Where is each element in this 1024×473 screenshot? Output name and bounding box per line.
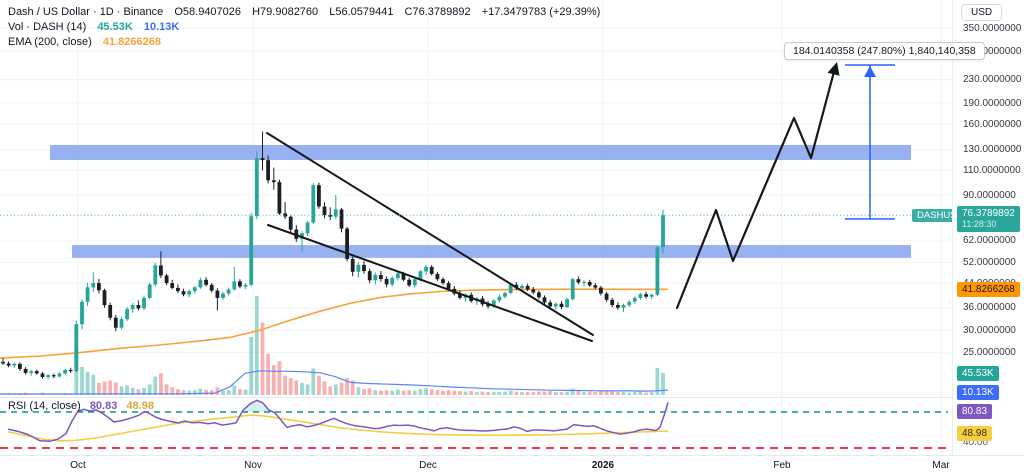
rsi-indicator-label: RSI (14, close) — [8, 400, 81, 412]
measurement-label[interactable]: 184.0140358 (247.80%) 1,840,140,358 — [784, 42, 985, 60]
ema-indicator-row[interactable]: EMA (200, close) 41.8266268 — [8, 35, 600, 49]
last-price-badge: 76.3789892 11:28:30 — [957, 206, 1020, 232]
price-tick: 90.0000000 — [963, 189, 1016, 201]
volume-ma-value: 10.13K — [143, 21, 180, 33]
price-tick: 110.0000000 — [963, 164, 1021, 176]
ema-indicator-label: EMA (200, close) — [8, 36, 92, 48]
time-tick: Oct — [70, 460, 86, 471]
rsi-ma-value: 48.98 — [126, 400, 154, 412]
ohlc-low-value: 56.0579441 — [335, 6, 394, 18]
ohlc-high-value: 79.9082760 — [260, 6, 319, 18]
price-tick: 130.0000000 — [963, 144, 1022, 156]
price-tick: 30.0000000 — [963, 324, 1016, 336]
ohlc-open-label: O — [174, 6, 183, 18]
time-tick: Feb — [773, 460, 791, 471]
rsi-axis-badge: 80.83 — [957, 404, 993, 419]
price-tick: 350.0000000 — [963, 22, 1022, 34]
time-tick: Dec — [419, 460, 437, 471]
rsi-ma-axis-badge: 48.98 — [957, 426, 993, 441]
price-tick: 52.0000000 — [963, 257, 1016, 268]
volume-indicator-row[interactable]: Vol · DASH (14) 45.53K 10.13K — [8, 20, 600, 34]
ema-axis-badge: 41.8266268 — [957, 282, 1020, 297]
price-axis[interactable]: USD 350.0000000 290.0000000 230.0000000 190… — [952, 0, 1024, 455]
volume-axis-badge: 45.53K — [957, 366, 999, 381]
currency-toggle-button[interactable]: USD — [961, 4, 1003, 21]
ema-value: 41.8266268 — [102, 36, 161, 48]
rsi-scale-tick: 40.00 — [963, 437, 989, 448]
volume-ma-axis-badge: 10.13K — [957, 385, 999, 400]
ohlc-close-value: 76.3789892 — [412, 6, 471, 18]
bar-countdown: 11:28:30 — [962, 219, 997, 229]
volume-value: 45.53K — [97, 21, 133, 33]
symbol-title: Dash / US Dollar · 1D · Binance — [8, 6, 164, 18]
rsi-legend[interactable]: RSI (14, close) 80.83 48.98 — [8, 400, 154, 412]
ohlc-low-label: L — [329, 6, 336, 18]
time-tick: Mar — [932, 460, 950, 471]
ohlc-close-label: C — [404, 6, 413, 18]
ohlc-high-label: H — [252, 6, 261, 18]
rsi-value: 80.83 — [89, 400, 118, 412]
legend: Dash / US Dollar · 1D · Binance O58.9407… — [8, 5, 600, 50]
price-tick: 36.0000000 — [963, 302, 1016, 314]
price-tick: 25.0000000 — [963, 347, 1016, 359]
ohlc-open-value: 58.9407026 — [182, 6, 242, 18]
symbol-row[interactable]: Dash / US Dollar · 1D · Binance O58.9407… — [8, 5, 600, 19]
volume-indicator-label: Vol · DASH (14) — [8, 21, 87, 33]
price-tick: 160.0000000 — [963, 118, 1022, 130]
time-tick: 2026 — [591, 460, 615, 471]
price-tick: 290.0000000 — [963, 45, 1022, 57]
last-price-value: 76.3789892 — [962, 208, 1015, 219]
price-tick: 190.0000000 — [963, 97, 1022, 109]
price-tick: 62.0000000 — [963, 235, 1016, 247]
ohlc-change-value: +17.3479783 (+29.39%) — [481, 6, 601, 18]
time-axis[interactable]: Oct Nov Dec 2026 Feb Mar — [0, 455, 1024, 473]
price-tick: 230.0000000 — [963, 74, 1022, 86]
time-tick: Nov — [244, 460, 262, 471]
